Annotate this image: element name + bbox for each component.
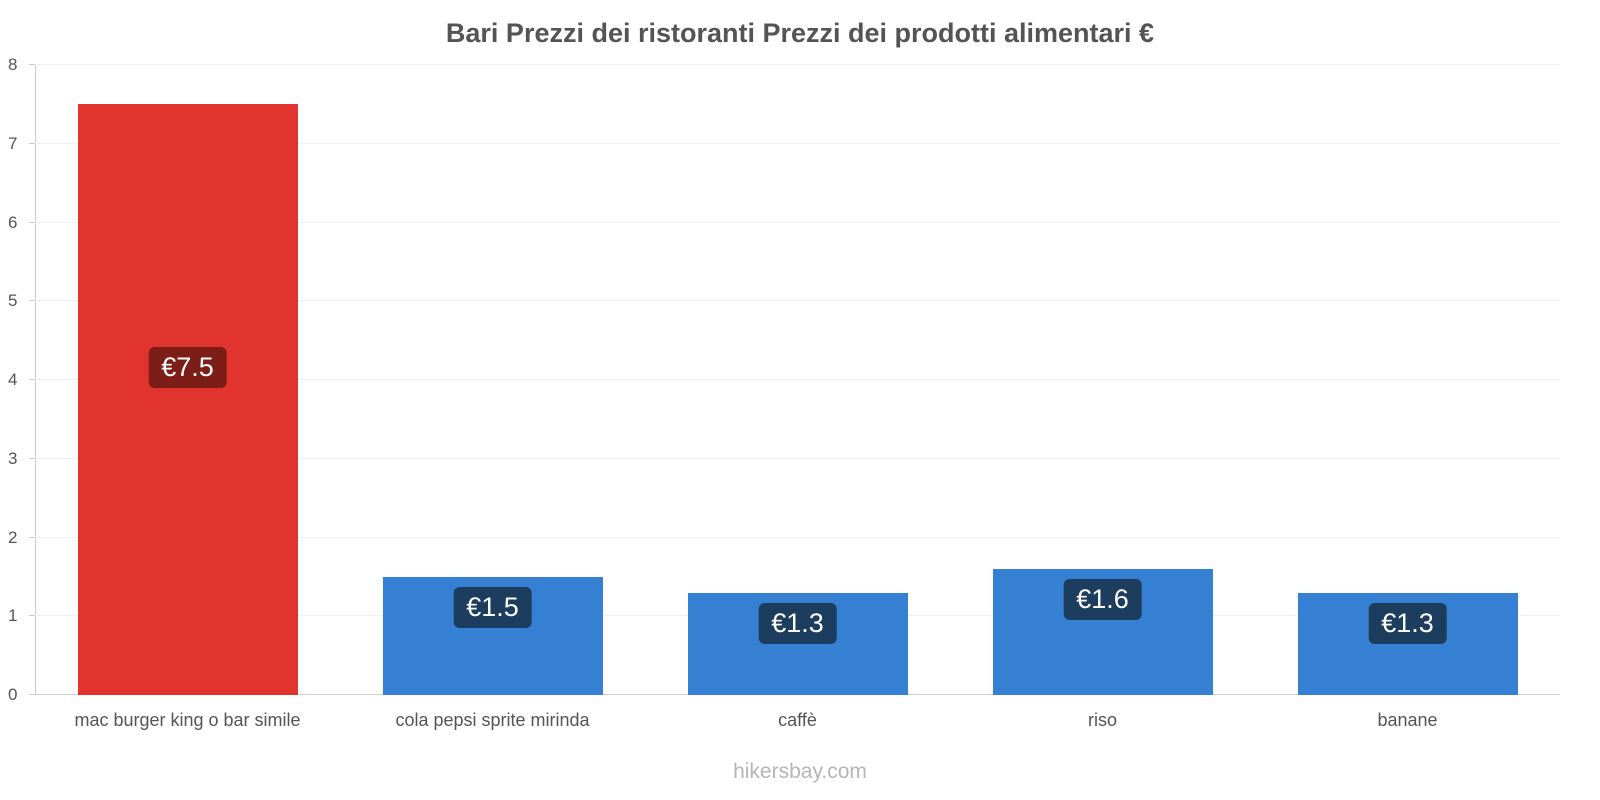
value-badge-0: €7.5	[148, 346, 227, 388]
y-tick-mark	[29, 536, 35, 538]
y-tick-mark	[29, 64, 35, 65]
y-tick-mark	[29, 615, 35, 617]
footer-site-link[interactable]: hikersbay.com	[733, 760, 867, 783]
gridline	[35, 64, 1560, 65]
y-axis-line	[35, 65, 36, 695]
gridline	[35, 300, 1560, 302]
value-badge-3: €1.6	[1063, 579, 1142, 620]
value-badge-4: €1.3	[1368, 602, 1447, 644]
y-tick-label: 7	[8, 133, 18, 153]
gridline	[35, 142, 1560, 144]
x-category-label-0: mac burger king o bar simile	[74, 710, 301, 730]
x-axis-labels: mac burger king o bar simile cola pepsi s…	[35, 710, 1560, 740]
value-badge-1: €1.5	[453, 586, 532, 628]
y-tick-mark	[29, 379, 35, 380]
chart-title: Bari Prezzi dei ristoranti Prezzi dei pr…	[445, 18, 1155, 48]
y-tick-label: 2	[8, 527, 18, 547]
gridline	[35, 379, 1560, 380]
y-tick-label: 5	[8, 291, 18, 311]
x-category-label-3: riso	[1087, 710, 1118, 730]
y-tick-label: 6	[8, 212, 18, 232]
gridline	[35, 457, 1560, 459]
y-tick-mark	[29, 221, 35, 223]
x-category-label-2: caffè	[778, 710, 817, 730]
x-category-label-1: cola pepsi sprite mirinda	[395, 710, 590, 730]
y-tick-mark	[29, 300, 35, 302]
y-tick-label: 1	[8, 606, 18, 626]
gridline	[35, 536, 1560, 538]
y-tick-mark	[29, 457, 35, 459]
y-tick-mark	[29, 142, 35, 144]
y-tick-label: 8	[8, 55, 18, 74]
y-tick-label: 4	[8, 370, 18, 389]
footer: hikersbay.com	[0, 760, 1600, 784]
plot-area: €7.5 €1.5 €1.3 €1.6 €1.3	[35, 64, 1560, 695]
y-tick-mark	[29, 694, 35, 695]
x-category-label-4: banane	[1377, 710, 1438, 730]
bar-0	[77, 104, 298, 695]
gridline	[35, 221, 1560, 223]
y-axis: 0 1 2 3 4 5 6 7 8	[0, 55, 35, 704]
y-tick-label: 3	[8, 448, 18, 468]
y-tick-label: 0	[8, 685, 18, 704]
value-badge-2: €1.3	[758, 602, 837, 644]
